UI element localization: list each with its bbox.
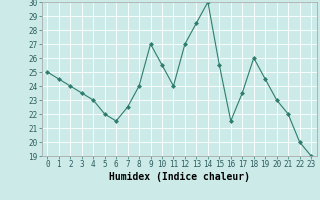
X-axis label: Humidex (Indice chaleur): Humidex (Indice chaleur)	[109, 172, 250, 182]
